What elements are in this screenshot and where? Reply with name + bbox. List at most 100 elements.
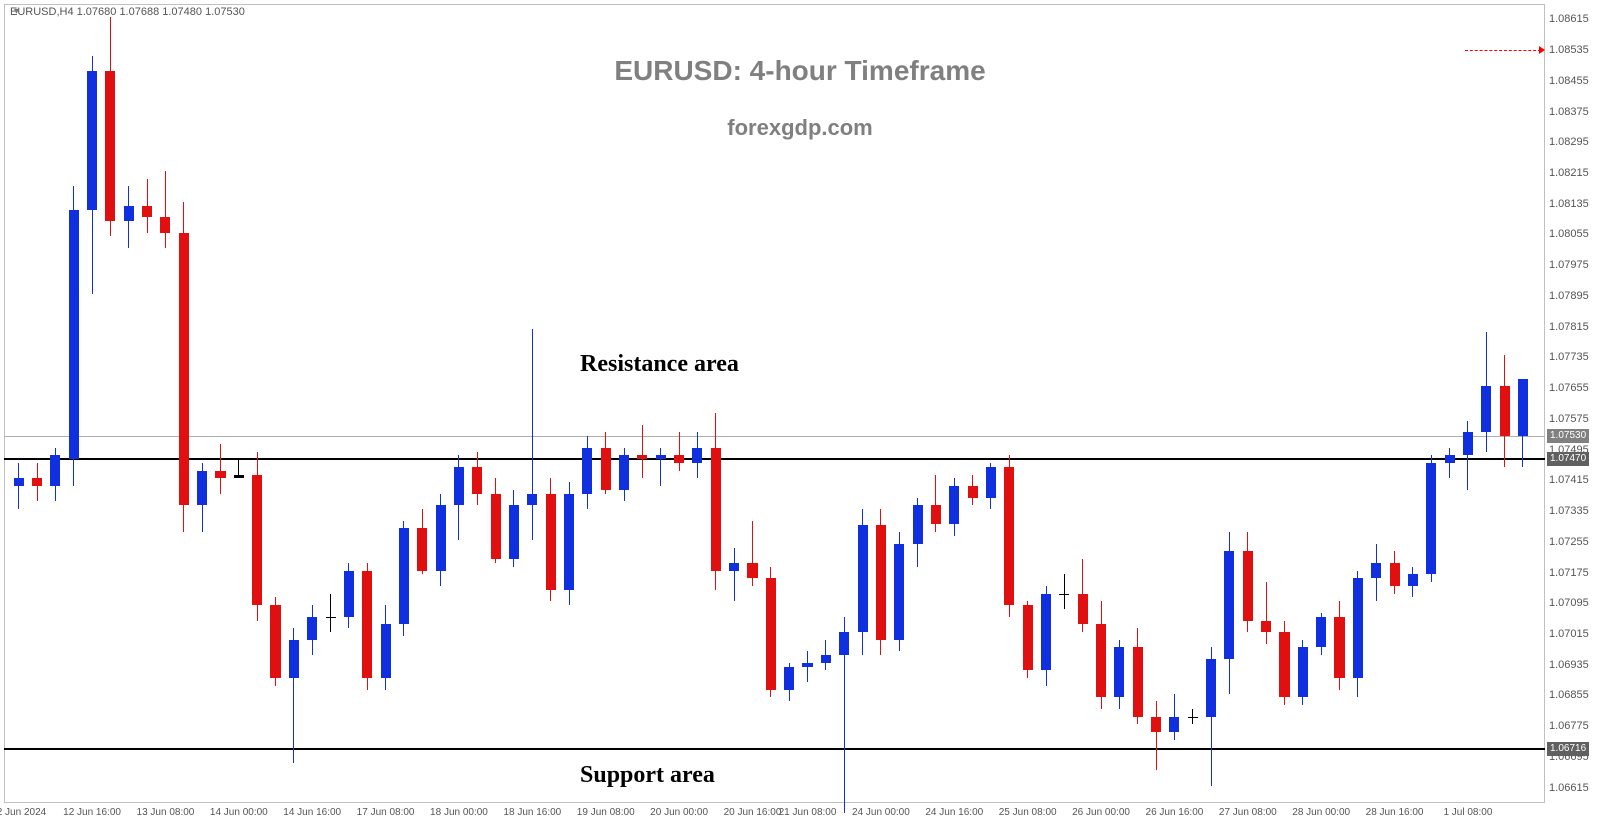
candle-body — [1353, 578, 1363, 678]
candle-wick — [1266, 582, 1267, 643]
horizontal-line — [4, 436, 1545, 437]
candle-body — [949, 486, 959, 524]
candle-body — [674, 455, 684, 463]
candle-body — [1408, 574, 1418, 586]
y-axis-tick: 1.07575 — [1549, 413, 1589, 425]
x-axis-tick: 18 Jun 00:00 — [430, 807, 488, 818]
x-axis-tick: 24 Jun 16:00 — [925, 807, 983, 818]
candle-wick — [642, 425, 643, 479]
candle-body — [1298, 647, 1308, 697]
y-axis-tick: 1.07655 — [1549, 382, 1589, 394]
y-axis-tick: 1.08375 — [1549, 106, 1589, 118]
candle-body — [160, 217, 170, 232]
candle-body — [1004, 467, 1014, 605]
x-axis-tick: 26 Jun 00:00 — [1072, 807, 1130, 818]
x-axis-tick: 1 Jul 08:00 — [1443, 807, 1492, 818]
candle-wick — [1467, 421, 1468, 490]
x-axis-tick: 28 Jun 00:00 — [1292, 807, 1350, 818]
candle-body — [876, 525, 886, 640]
candle-body — [601, 448, 611, 490]
price-marker: 1.06716 — [1547, 742, 1589, 756]
candle-body — [711, 448, 721, 571]
candle-body — [527, 494, 537, 506]
candle-body — [234, 475, 244, 479]
horizontal-line — [4, 458, 1545, 460]
support-label: Support area — [580, 762, 715, 789]
candle-body — [582, 448, 592, 494]
y-axis-tick: 1.06855 — [1549, 689, 1589, 701]
candle-body — [1243, 551, 1253, 620]
candle-body — [802, 663, 812, 667]
candle-body — [124, 206, 134, 221]
candle-body — [784, 667, 794, 690]
candle-body — [1041, 594, 1051, 671]
candle-body — [931, 505, 941, 524]
candle-wick — [532, 329, 533, 540]
candle-body — [197, 471, 207, 506]
candle-body — [894, 544, 904, 640]
x-axis-tick: 14 Jun 00:00 — [210, 807, 268, 818]
candle-body — [436, 505, 446, 570]
y-axis-tick: 1.07735 — [1549, 351, 1589, 363]
candle-body — [362, 571, 372, 679]
candle-body — [1023, 605, 1033, 670]
arrow-tip-icon — [1539, 46, 1545, 54]
x-axis-tick: 28 Jun 16:00 — [1366, 807, 1424, 818]
candle-body — [307, 617, 317, 640]
candle-body — [454, 467, 464, 505]
x-axis-tick: 24 Jun 00:00 — [852, 807, 910, 818]
candle-body — [32, 478, 42, 486]
candle-body — [1078, 594, 1088, 625]
candle-body — [1059, 594, 1069, 595]
y-axis-tick: 1.06775 — [1549, 720, 1589, 732]
x-axis-tick: 12 Jun 2024 — [0, 807, 46, 818]
y-axis-tick: 1.08055 — [1549, 228, 1589, 240]
candle-body — [1096, 624, 1106, 697]
candle-wick — [807, 651, 808, 682]
chart-container: EURUSD,H4 1.07680 1.07688 1.07480 1.0753… — [0, 0, 1600, 823]
candle-body — [14, 478, 24, 486]
candle-body — [270, 605, 280, 678]
y-axis-tick: 1.08295 — [1549, 136, 1589, 148]
candle-body — [142, 206, 152, 218]
x-axis-tick: 14 Jun 16:00 — [283, 807, 341, 818]
candle-body — [1445, 455, 1455, 463]
resistance-label: Resistance area — [580, 351, 739, 378]
x-axis-tick: 25 Jun 08:00 — [999, 807, 1057, 818]
candle-body — [491, 494, 501, 559]
candle-body — [1390, 563, 1400, 586]
candle-body — [326, 617, 336, 618]
y-axis-tick: 1.07175 — [1549, 567, 1589, 579]
candle-body — [656, 455, 666, 459]
candle-body — [69, 210, 79, 460]
candle-body — [472, 467, 482, 494]
candle-wick — [330, 594, 331, 632]
y-axis-tick: 1.07255 — [1549, 536, 1589, 548]
x-axis-tick: 21 Jun 08:00 — [779, 807, 837, 818]
candle-body — [839, 632, 849, 655]
candle-body — [399, 528, 409, 624]
x-axis-tick: 27 Jun 08:00 — [1219, 807, 1277, 818]
candle-body — [692, 448, 702, 463]
candle-body — [1151, 717, 1161, 732]
candle-body — [1224, 551, 1234, 659]
candle-wick — [679, 432, 680, 470]
candle-body — [1206, 659, 1216, 717]
candle-body — [913, 505, 923, 543]
candle-body — [509, 505, 519, 559]
candle-body — [87, 71, 97, 209]
candle-body — [968, 486, 978, 498]
candle-body — [821, 655, 831, 663]
candle-body — [179, 233, 189, 506]
price-arrow — [1465, 50, 1541, 51]
x-axis-tick: 26 Jun 16:00 — [1146, 807, 1204, 818]
y-axis-tick: 1.07335 — [1549, 505, 1589, 517]
candle-wick — [18, 463, 19, 509]
y-axis-tick: 1.08455 — [1549, 75, 1589, 87]
candle-body — [1188, 717, 1198, 718]
x-axis-tick: 18 Jun 16:00 — [503, 807, 561, 818]
y-axis-tick: 1.07415 — [1549, 474, 1589, 486]
candle-body — [1316, 617, 1326, 648]
candle-wick — [165, 171, 166, 248]
candle-body — [1334, 617, 1344, 678]
